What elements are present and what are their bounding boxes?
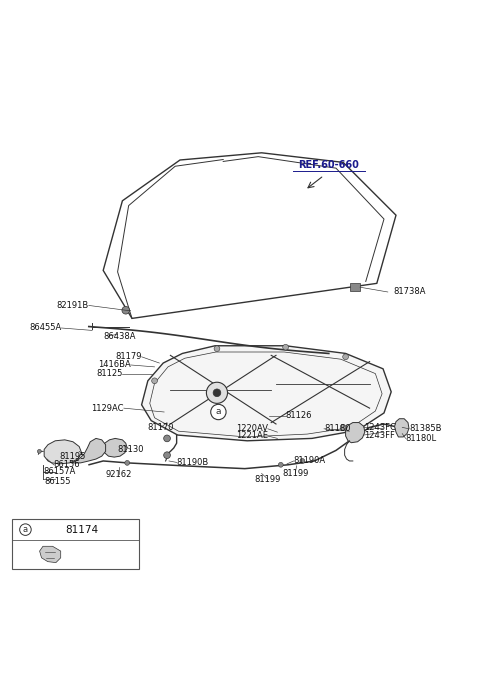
Text: a: a (23, 525, 28, 534)
Text: 81180L: 81180L (406, 434, 437, 443)
Text: 1220AV: 1220AV (236, 424, 268, 433)
Text: 86438A: 86438A (103, 332, 136, 341)
Text: 81170: 81170 (147, 423, 174, 432)
Text: 86157A: 86157A (43, 468, 75, 477)
Text: 1243FF: 1243FF (364, 430, 395, 439)
Circle shape (211, 405, 226, 420)
Text: 81199: 81199 (282, 469, 308, 478)
Text: 81190B: 81190B (177, 458, 209, 467)
Circle shape (122, 307, 130, 314)
Circle shape (206, 382, 228, 403)
Text: 81190A: 81190A (294, 456, 326, 465)
FancyBboxPatch shape (12, 519, 139, 569)
Text: 81195: 81195 (59, 452, 85, 460)
Text: a: a (216, 407, 221, 416)
Circle shape (214, 345, 220, 352)
Circle shape (283, 344, 288, 350)
Polygon shape (346, 422, 365, 443)
Text: 81179: 81179 (115, 352, 142, 361)
Text: 1243FC: 1243FC (364, 423, 396, 432)
Text: 81174: 81174 (65, 525, 98, 534)
Text: 92162: 92162 (106, 470, 132, 479)
Circle shape (164, 452, 170, 458)
Circle shape (125, 460, 130, 465)
Text: 81738A: 81738A (394, 288, 426, 296)
Circle shape (340, 424, 346, 430)
Text: 81199: 81199 (255, 475, 281, 483)
Text: 81385B: 81385B (409, 424, 442, 433)
FancyBboxPatch shape (350, 284, 360, 290)
Polygon shape (142, 345, 391, 441)
Polygon shape (40, 546, 60, 562)
Circle shape (343, 354, 348, 360)
Circle shape (278, 462, 283, 467)
Text: 81180: 81180 (324, 424, 350, 433)
Circle shape (213, 389, 221, 396)
Text: REF.60-660: REF.60-660 (299, 160, 359, 169)
Circle shape (164, 435, 170, 442)
Text: 86155: 86155 (44, 477, 71, 486)
Text: 81125: 81125 (96, 369, 122, 378)
Circle shape (300, 458, 305, 463)
Circle shape (152, 378, 157, 384)
Polygon shape (71, 439, 106, 463)
Text: 81130: 81130 (117, 445, 144, 454)
Circle shape (37, 449, 41, 454)
Text: 86156: 86156 (54, 460, 80, 469)
Text: 82191B: 82191B (57, 301, 89, 310)
Polygon shape (395, 419, 409, 437)
Polygon shape (103, 439, 127, 457)
Text: 1221AE: 1221AE (236, 432, 268, 441)
Polygon shape (44, 440, 82, 464)
Text: 1416BA: 1416BA (98, 360, 131, 369)
Text: 86455A: 86455A (29, 324, 61, 333)
Text: 81126: 81126 (286, 411, 312, 420)
Text: 1129AC: 1129AC (91, 404, 124, 413)
